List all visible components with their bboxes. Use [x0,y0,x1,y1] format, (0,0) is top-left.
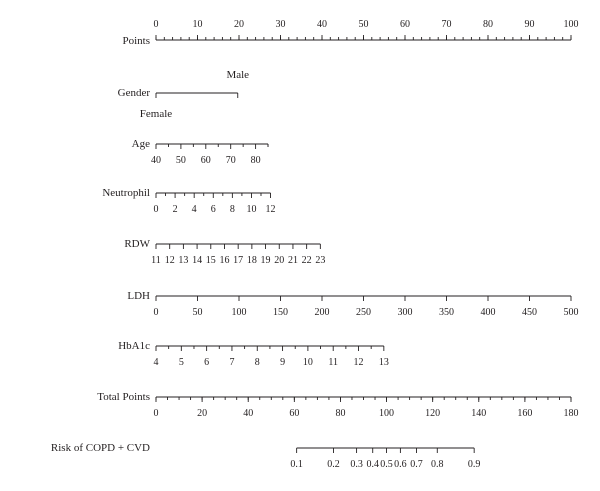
tick-label: 70 [226,155,236,166]
tick-label: 11 [151,255,161,266]
tick-label: 200 [315,307,330,318]
row-label: HbA1c [118,340,150,352]
tick-label: 5 [179,357,184,368]
row-ldh: LDH 0 50 100 150 200 250 300 350 400 450 500 [127,290,578,318]
tick-label: 80 [335,408,345,419]
row-label: Gender [118,87,151,99]
tick-label: 50 [359,19,369,30]
tick-label: 8 [255,357,260,368]
tick-label: 50 [193,307,203,318]
tick-label: 17 [233,255,243,266]
tick-label: 2 [173,204,178,215]
tick-label: 0.2 [327,459,340,470]
tick-label: 300 [398,307,413,318]
tick-label: 90 [525,19,535,30]
category-label: Female [140,108,172,120]
row-total-points: Total Points 0 20 40 60 80 100 120 140 160 180 [97,391,578,419]
row-label: Points [122,35,150,47]
tick-label: 0.6 [394,459,407,470]
row-gender: Gender Female Male [118,69,250,120]
tick-label: 0.1 [290,459,303,470]
tick-label: 0 [154,19,159,30]
tick-label: 20 [234,19,244,30]
row-label: Neutrophil [102,187,150,199]
category-label: Male [226,69,249,81]
tick-label: 12 [165,255,175,266]
tick-label: 13 [379,357,389,368]
row-risk-of-copd-cvd: Risk of COPD + CVD 0.1 0.2 0.3 0.4 0.5 0.6 0.7 0… [51,442,481,470]
row-neutrophil: Neutrophil 0 2 4 6 8 10 12 [102,187,275,215]
tick-label: 19 [261,255,271,266]
tick-label: 15 [206,255,216,266]
tick-label: 22 [302,255,312,266]
tick-label: 60 [400,19,410,30]
tick-label: 30 [276,19,286,30]
tick-label: 4 [192,204,197,215]
tick-label: 40 [243,408,253,419]
tick-label: 0.5 [380,459,393,470]
tick-label: 180 [564,408,579,419]
tick-label: 0 [154,408,159,419]
tick-label: 400 [481,307,496,318]
row-label: RDW [124,238,150,250]
tick-label: 6 [211,204,216,215]
row-label: Total Points [97,391,150,403]
tick-label: 9 [280,357,285,368]
tick-label: 11 [328,357,338,368]
tick-label: 0 [154,307,159,318]
tick-label: 23 [315,255,325,266]
tick-label: 0.7 [410,459,423,470]
tick-label: 80 [251,155,261,166]
tick-label: 20 [197,408,207,419]
tick-label: 100 [379,408,394,419]
tick-label: 120 [425,408,440,419]
tick-label: 60 [201,155,211,166]
tick-label: 7 [229,357,234,368]
tick-label: 0.8 [431,459,444,470]
tick-label: 80 [483,19,493,30]
tick-label: 350 [439,307,454,318]
tick-label: 250 [356,307,371,318]
tick-label: 0.9 [468,459,481,470]
tick-label: 10 [193,19,203,30]
tick-label: 6 [204,357,209,368]
tick-label: 50 [176,155,186,166]
row-label: Risk of COPD + CVD [51,442,150,454]
tick-label: 16 [219,255,229,266]
tick-label: 160 [517,408,532,419]
row-label: LDH [127,290,150,302]
row-points: Points 0 10 20 30 40 50 60 70 80 90 100 [122,19,578,47]
tick-label: 12 [354,357,364,368]
tick-label: 4 [154,357,159,368]
tick-label: 8 [230,204,235,215]
tick-label: 21 [288,255,298,266]
tick-label: 10 [246,204,256,215]
tick-label: 40 [151,155,161,166]
tick-label: 20 [274,255,284,266]
tick-label: 60 [289,408,299,419]
tick-label: 10 [303,357,313,368]
tick-label: 500 [564,307,579,318]
row-hba1c: HbA1c 4 5 6 7 8 9 10 11 12 13 [118,340,389,368]
tick-label: 13 [178,255,188,266]
row-label: Age [132,138,150,150]
tick-label: 12 [266,204,276,215]
tick-label: 100 [564,19,579,30]
tick-label: 70 [442,19,452,30]
tick-label: 150 [273,307,288,318]
tick-label: 0 [154,204,159,215]
tick-label: 18 [247,255,257,266]
tick-label: 450 [522,307,537,318]
tick-label: 14 [192,255,202,266]
tick-label: 100 [232,307,247,318]
tick-label: 140 [471,408,486,419]
tick-label: 0.4 [366,459,379,470]
tick-label: 0.3 [350,459,363,470]
tick-label: 40 [317,19,327,30]
